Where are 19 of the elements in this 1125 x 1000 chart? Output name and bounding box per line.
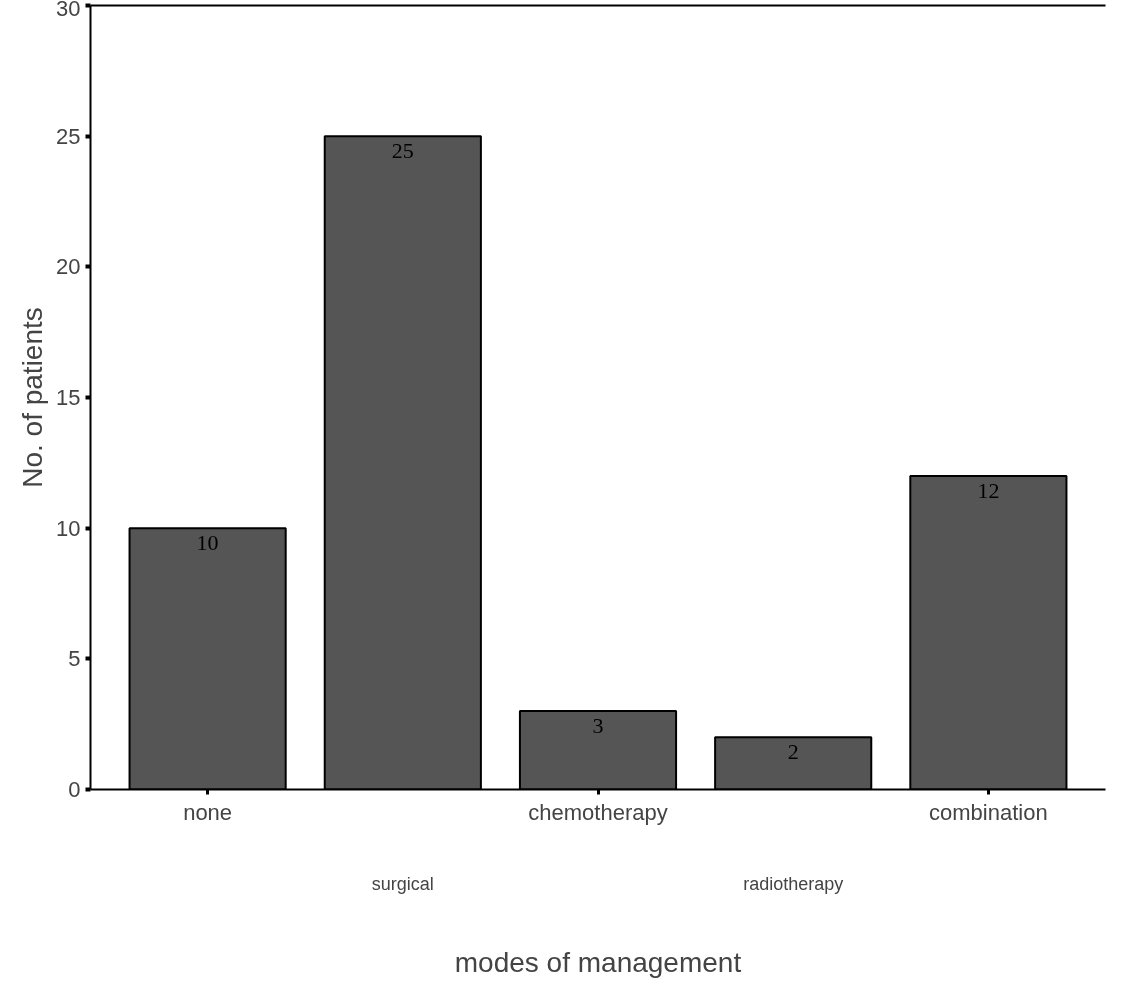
data-label: 25	[391, 138, 414, 164]
y-tick-label: 0	[68, 777, 81, 802]
y-tick-label: 5	[68, 646, 81, 672]
x-axis-title: modes of management	[454, 946, 742, 978]
y-tick-label: 10	[56, 515, 81, 541]
y-tick-label: 20	[56, 254, 81, 280]
data-label: 2	[787, 739, 799, 765]
x-tick-label: surgical	[371, 873, 434, 894]
x-tick-label: radiotherapy	[743, 873, 844, 894]
x-tick-label: none	[183, 799, 233, 825]
y-tick-label: 30	[56, 0, 81, 21]
x-tick-label: combination	[929, 799, 1048, 825]
data-label: 3	[592, 713, 604, 739]
data-label: 10	[196, 530, 219, 556]
y-tick-label: 25	[56, 123, 81, 149]
y-axis-title: No. of patients	[17, 307, 49, 488]
data-label: 12	[977, 477, 1000, 503]
x-tick-label: chemotherapy	[528, 799, 668, 825]
y-tick-label: 15	[56, 385, 81, 410]
